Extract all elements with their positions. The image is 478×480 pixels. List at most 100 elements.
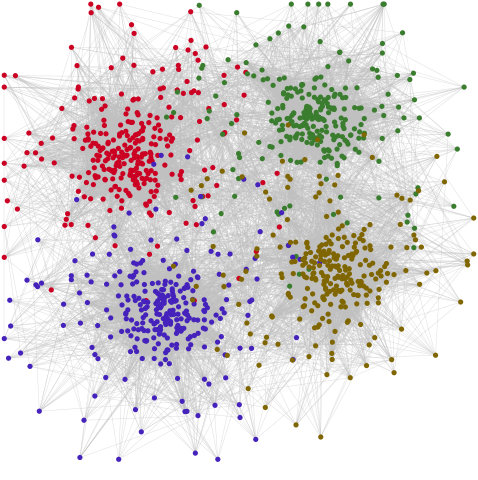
Point [325, 152, 332, 160]
Point [169, 290, 177, 298]
Point [129, 119, 136, 126]
Point [109, 147, 116, 155]
Point [244, 385, 252, 393]
Point [297, 87, 305, 95]
Point [153, 242, 161, 250]
Point [307, 134, 315, 142]
Point [130, 61, 138, 69]
Point [337, 303, 345, 311]
Point [67, 272, 75, 279]
Point [177, 114, 185, 121]
Point [217, 333, 225, 340]
Point [49, 134, 56, 142]
Point [167, 137, 175, 145]
Point [107, 314, 115, 322]
Point [63, 216, 70, 223]
Point [298, 136, 305, 144]
Point [111, 232, 119, 240]
Point [283, 95, 291, 102]
Point [150, 320, 158, 328]
Point [354, 277, 362, 285]
Point [151, 355, 158, 362]
Point [347, 132, 354, 139]
Point [189, 296, 196, 304]
Point [141, 176, 148, 183]
Point [291, 258, 299, 265]
Point [133, 335, 141, 343]
Point [139, 160, 146, 168]
Point [266, 195, 273, 203]
Point [163, 113, 170, 121]
Point [32, 149, 39, 156]
Point [345, 57, 352, 65]
Point [194, 329, 202, 337]
Point [296, 255, 304, 263]
Point [173, 330, 180, 337]
Point [334, 287, 341, 295]
Point [103, 280, 110, 288]
Point [379, 0, 387, 8]
Point [322, 286, 329, 293]
Point [353, 248, 360, 255]
Point [129, 280, 137, 288]
Point [279, 121, 286, 129]
Point [134, 157, 142, 165]
Point [220, 283, 228, 290]
Point [286, 202, 293, 210]
Point [121, 375, 129, 383]
Point [134, 169, 141, 177]
Point [340, 154, 348, 162]
Point [122, 310, 130, 318]
Point [141, 337, 149, 345]
Point [357, 278, 365, 286]
Point [301, 121, 309, 129]
Point [316, 132, 324, 139]
Point [219, 131, 227, 138]
Point [177, 327, 185, 335]
Point [403, 218, 411, 226]
Point [406, 76, 413, 84]
Point [110, 223, 118, 231]
Point [168, 170, 176, 178]
Point [117, 281, 125, 288]
Point [306, 105, 314, 112]
Point [89, 139, 97, 147]
Point [416, 280, 424, 288]
Point [292, 252, 300, 260]
Point [293, 130, 301, 138]
Point [370, 106, 378, 114]
Point [341, 263, 348, 271]
Point [130, 292, 138, 300]
Point [339, 120, 347, 127]
Point [260, 76, 267, 84]
Point [155, 290, 163, 298]
Point [0, 72, 8, 79]
Point [390, 271, 398, 278]
Point [127, 169, 134, 177]
Point [314, 115, 322, 123]
Point [300, 23, 308, 31]
Point [315, 262, 323, 269]
Point [311, 324, 318, 332]
Point [130, 30, 138, 37]
Point [83, 271, 91, 279]
Point [315, 116, 323, 123]
Point [342, 84, 349, 92]
Point [147, 211, 155, 219]
Point [136, 137, 143, 145]
Point [312, 276, 320, 284]
Point [147, 167, 155, 175]
Point [308, 307, 315, 314]
Point [411, 96, 418, 104]
Point [275, 223, 283, 231]
Point [326, 237, 333, 245]
Point [170, 293, 177, 300]
Point [343, 280, 351, 288]
Point [286, 114, 293, 122]
Point [148, 140, 155, 148]
Point [0, 335, 8, 342]
Point [303, 108, 310, 115]
Point [315, 189, 323, 197]
Point [112, 162, 120, 169]
Point [94, 322, 101, 329]
